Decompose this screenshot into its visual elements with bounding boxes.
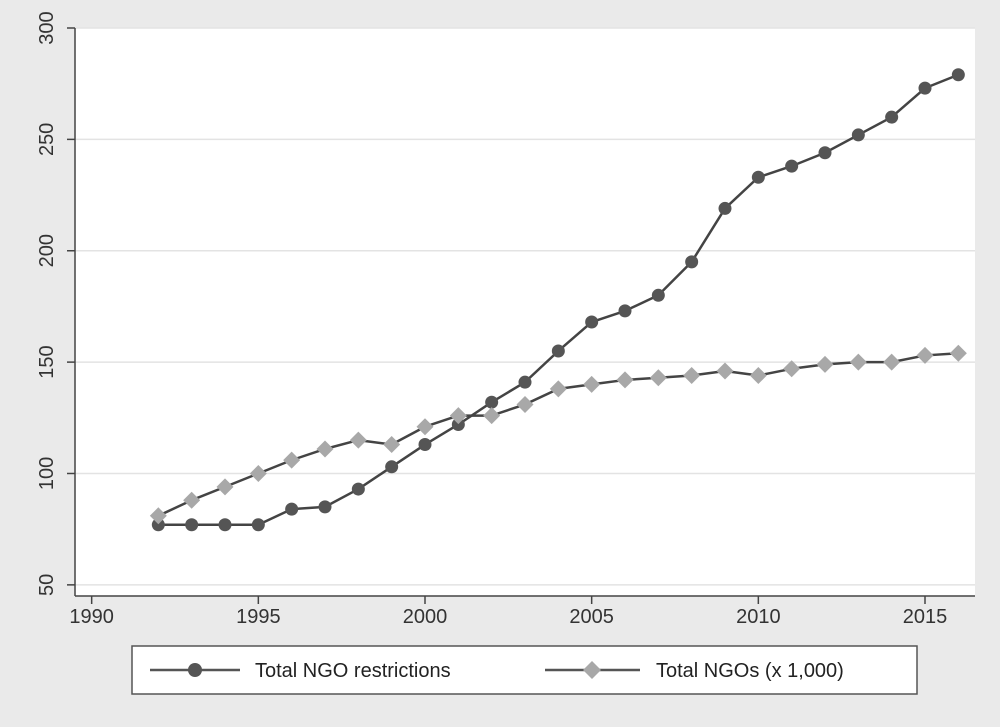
point-series0-2006: [618, 304, 632, 318]
point-series0-1998: [351, 482, 365, 496]
point-series1-2005: [583, 375, 601, 393]
point-series0-2000: [418, 438, 432, 452]
legend-box: [131, 645, 918, 695]
legend-label-restrictions: Total NGO restrictions: [255, 660, 451, 682]
point-series1-1993: [183, 491, 201, 509]
y-tick-label-250: 250: [36, 123, 58, 156]
point-series1-2015: [916, 346, 934, 364]
point-series0-1995: [251, 518, 265, 532]
point-series1-1998: [349, 431, 367, 449]
point-series0-2014: [885, 110, 899, 124]
legend-marker-restrictions: [188, 663, 202, 677]
point-series1-2000: [416, 418, 434, 436]
x-tick-label-2010: 2010: [736, 606, 781, 628]
point-series1-2002: [483, 407, 501, 425]
point-series0-2004: [551, 344, 565, 358]
series-layer: [149, 68, 967, 532]
x-tick-label-2015: 2015: [903, 606, 948, 628]
point-series0-2010: [751, 170, 765, 184]
point-series0-1999: [385, 460, 399, 474]
point-series0-2001: [451, 417, 465, 431]
legend-label-ngos: Total NGOs (x 1,000): [656, 660, 844, 682]
point-series1-2004: [549, 380, 567, 398]
point-series0-1997: [318, 500, 332, 514]
point-series0-2003: [518, 375, 532, 389]
point-series0-2011: [785, 159, 799, 173]
point-series1-1997: [316, 440, 334, 458]
y-tick-label-300: 300: [36, 11, 58, 44]
point-series0-2012: [818, 146, 832, 160]
plot-area: [75, 28, 975, 596]
point-series1-1999: [383, 436, 401, 454]
grid: [75, 27, 975, 586]
point-series0-1992: [151, 518, 165, 532]
point-series0-1993: [185, 518, 199, 532]
point-series0-2007: [651, 288, 665, 302]
point-series1-2012: [816, 355, 834, 373]
point-series0-2009: [718, 201, 732, 215]
point-series1-2008: [683, 366, 701, 384]
y-tick-label-50: 50: [36, 574, 58, 596]
point-series1-2009: [716, 362, 734, 380]
point-series0-2008: [685, 255, 699, 269]
point-series0-1994: [218, 518, 232, 532]
point-series1-2006: [616, 371, 634, 389]
point-series1-2016: [949, 344, 967, 362]
point-series1-2014: [883, 353, 901, 371]
point-series1-1995: [249, 464, 267, 482]
point-series0-2015: [918, 81, 932, 95]
y-tick-label-150: 150: [36, 345, 58, 378]
point-series0-2016: [951, 68, 965, 82]
x-tick-label-2000: 2000: [403, 606, 448, 628]
point-series1-2011: [783, 360, 801, 378]
point-series1-1996: [283, 451, 301, 469]
point-series1-2007: [649, 369, 667, 387]
point-series0-2002: [485, 395, 499, 409]
point-series0-1996: [285, 502, 299, 516]
point-series0-2005: [585, 315, 599, 329]
x-tick-label-1995: 1995: [236, 606, 281, 628]
point-series1-2001: [449, 407, 467, 425]
point-series1-2010: [749, 366, 767, 384]
x-tick-label-2005: 2005: [569, 606, 614, 628]
point-series1-1992: [149, 507, 167, 525]
point-series1-2003: [516, 395, 534, 413]
point-series1-1994: [216, 478, 234, 496]
axes: 50 100 150 200 250 300 1990 1995 2000 2005 2010 201…: [36, 11, 975, 628]
x-tick-label-1990: 1990: [69, 606, 114, 628]
y-tick-label-100: 100: [36, 457, 58, 490]
y-tick-label-200: 200: [36, 234, 58, 267]
point-series0-2013: [851, 128, 865, 142]
point-series1-2013: [849, 353, 867, 371]
legend-marker-ngos: [583, 661, 601, 679]
legend: Total NGO restrictions Total NGOs (x 1,0…: [131, 645, 918, 695]
